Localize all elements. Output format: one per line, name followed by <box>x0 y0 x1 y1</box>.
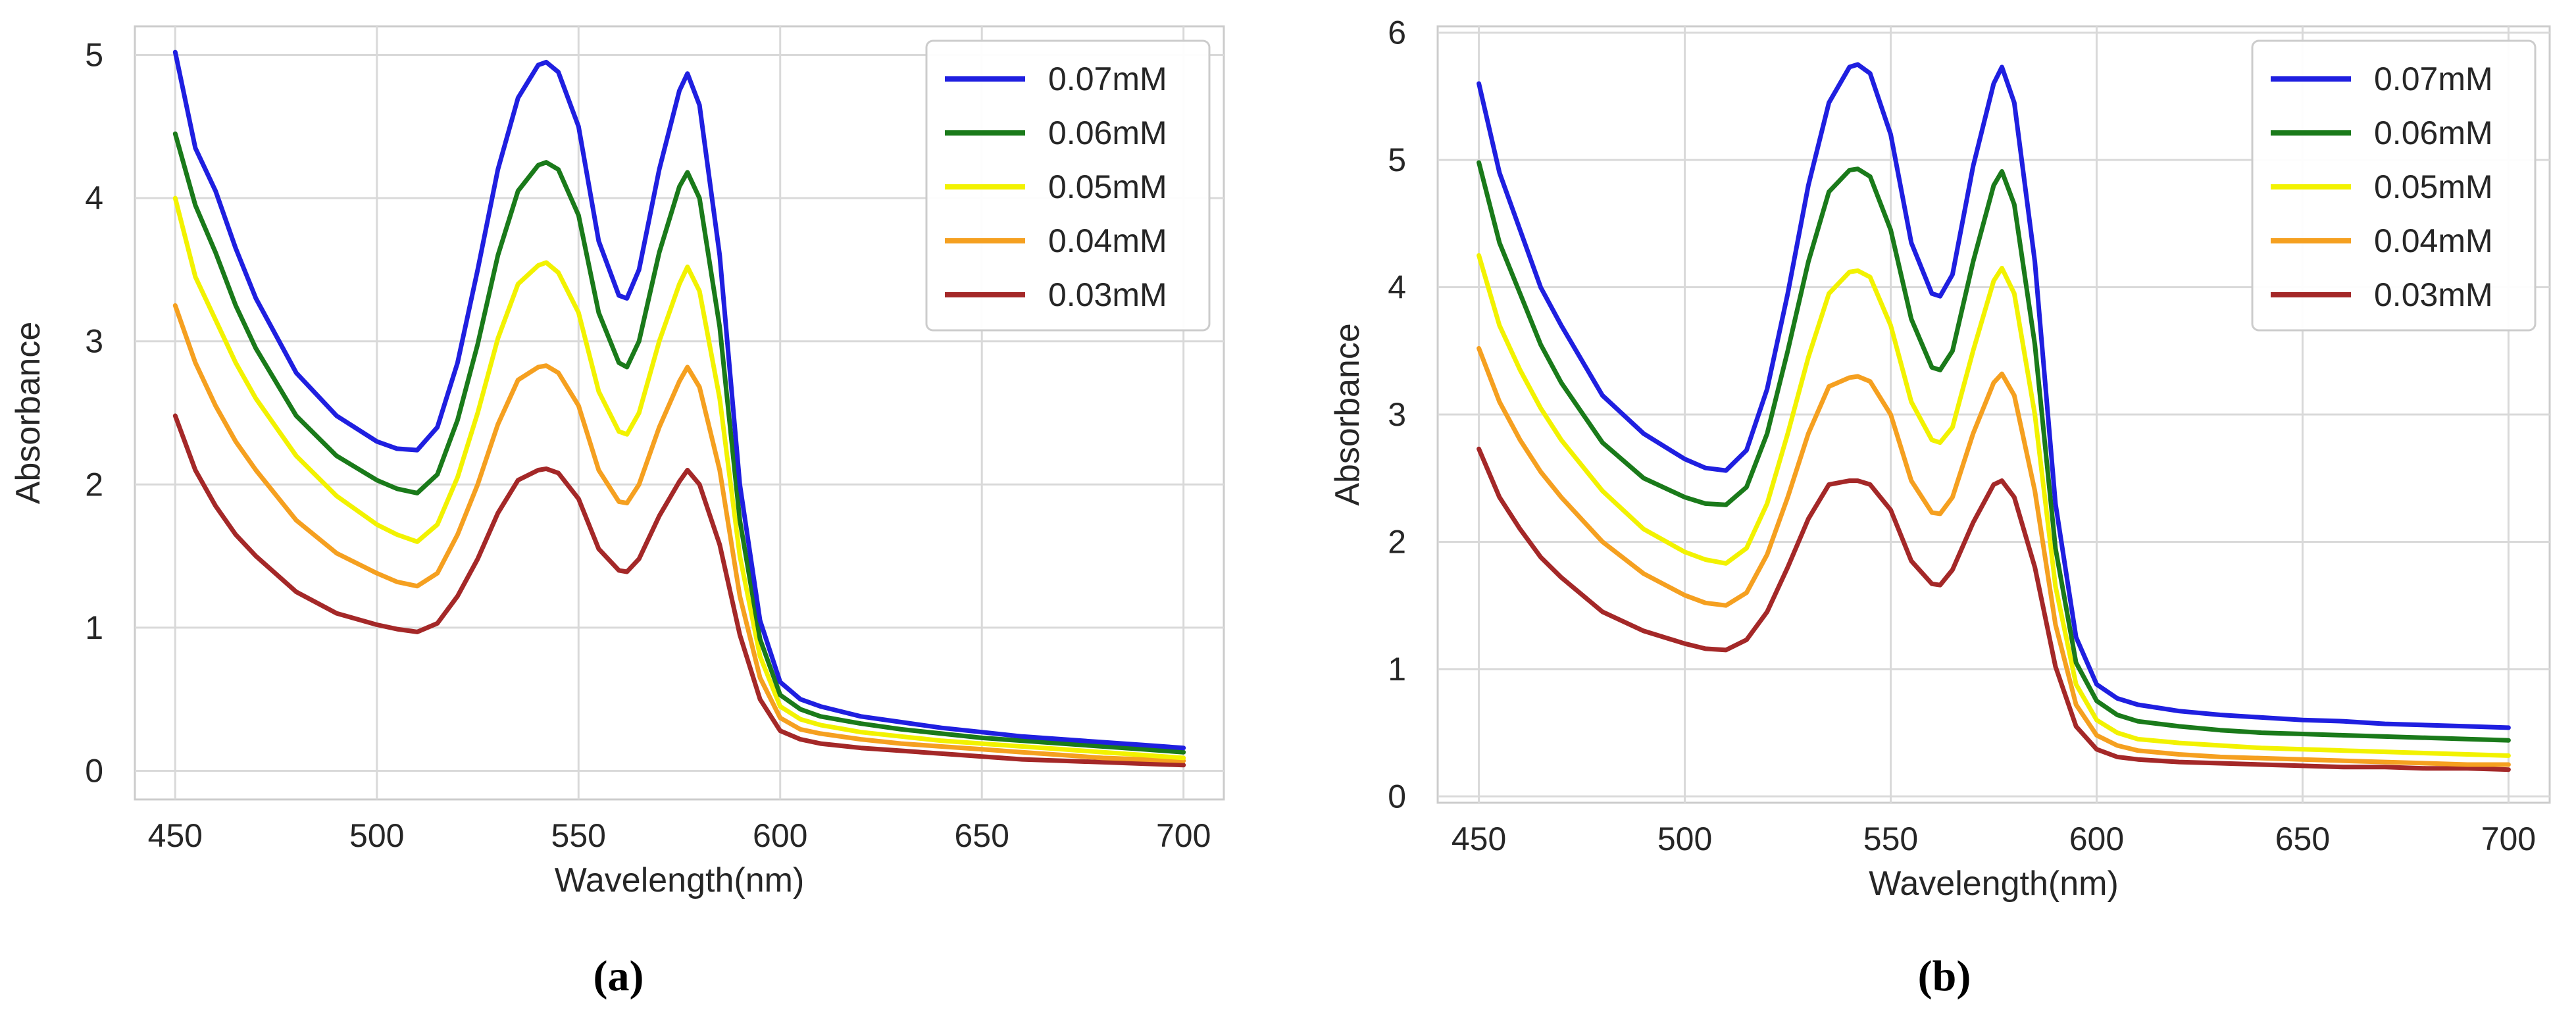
x-tick-label: 650 <box>2275 821 2330 857</box>
x-axis-label: Wavelength(nm) <box>555 861 805 899</box>
x-tick-label: 600 <box>2069 821 2124 857</box>
series-line-0-06mm <box>1477 160 2511 743</box>
y-tick-label: 5 <box>1388 141 1406 178</box>
x-tick-label: 700 <box>2481 821 2536 857</box>
x-tick-label: 500 <box>1657 821 1712 857</box>
y-axis-label: Absorbance <box>1328 323 1367 506</box>
legend-label: 0.06mM <box>2374 114 2493 151</box>
panel-caption: (b) <box>1918 952 1971 1000</box>
legend <box>2251 39 2537 332</box>
legend-label: 0.07mM <box>1048 61 1167 97</box>
panel-a: 450 500 550 600 650 700 0 1 2 3 4 5 Wavelength(nm) Ab… <box>9 25 1225 1000</box>
x-tick-label: 550 <box>551 817 606 854</box>
y-tick-label: 0 <box>85 752 103 789</box>
series-line-0-07mm <box>1477 62 2511 730</box>
y-tick-label: 2 <box>1388 523 1406 560</box>
y-tick-label: 6 <box>1388 14 1406 51</box>
x-tick-label: 450 <box>148 817 203 854</box>
y-tick-label: 5 <box>85 37 103 74</box>
y-tick-label: 2 <box>85 466 103 503</box>
legend-label: 0.03mM <box>1048 276 1167 313</box>
panel-caption: (a) <box>593 952 644 1000</box>
series-line-0-05mm <box>1477 253 2511 758</box>
y-tick-label: 4 <box>85 180 103 216</box>
y-tick-label: 3 <box>85 323 103 360</box>
x-axis-label: Wavelength(nm) <box>1869 865 2119 903</box>
y-axis-label: Absorbance <box>9 322 47 505</box>
x-tick-label: 550 <box>1863 821 1918 857</box>
x-tick-label: 450 <box>1452 821 1506 857</box>
legend-label: 0.03mM <box>2374 276 2493 313</box>
series-line-0-04mm <box>172 303 1186 763</box>
series-line-0-03mm <box>172 413 1186 768</box>
series-line-0-06mm <box>172 131 1186 755</box>
x-tick-label: 500 <box>349 817 404 854</box>
legend-label: 0.07mM <box>2374 61 2493 97</box>
legend-label: 0.04mM <box>2374 222 2493 259</box>
x-tick-label: 700 <box>1156 817 1211 854</box>
legend-label: 0.04mM <box>1048 222 1167 259</box>
series-line-0-04mm <box>1477 345 2511 767</box>
x-tick-label: 650 <box>955 817 1009 854</box>
y-tick-label: 4 <box>1388 269 1406 306</box>
series-line-0-07mm <box>172 49 1186 751</box>
legend-label: 0.05mM <box>2374 168 2493 205</box>
y-tick-label: 1 <box>1388 651 1406 688</box>
legend-label: 0.05mM <box>1048 168 1167 205</box>
y-tick-label: 1 <box>85 609 103 646</box>
y-tick-label: 3 <box>1388 396 1406 433</box>
series-line-0-05mm <box>172 195 1186 761</box>
panel-b: 450 500 550 600 650 700 0 1 2 3 4 5 6 Wavelength(nm) A… <box>1328 14 2551 1000</box>
y-tick-label: 0 <box>1388 778 1406 815</box>
x-tick-label: 600 <box>753 817 807 854</box>
legend-label: 0.06mM <box>1048 114 1167 151</box>
series-line-0-03mm <box>1477 446 2511 772</box>
legend <box>925 39 1211 332</box>
